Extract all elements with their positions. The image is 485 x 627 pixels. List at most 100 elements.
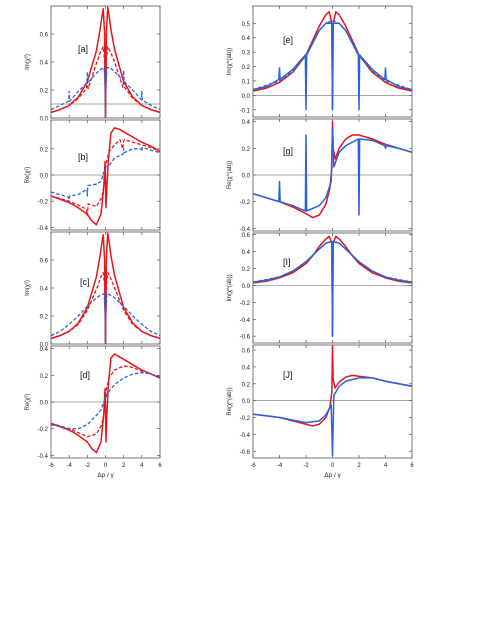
y-tick-label: 0.4 <box>40 61 49 67</box>
panel-label: [c] <box>80 277 90 287</box>
series-line-red-solid <box>253 345 412 427</box>
y-tick-label: 0.2 <box>242 382 251 388</box>
series-line-red-dash <box>51 365 160 438</box>
panel-j: -0.6 -0.4 -0.2 0.0 0.2 0.4 0.6 -6 -4 -2 0 2 4 6 Re(χ^(… <box>227 344 414 479</box>
series-line-red-solid <box>51 127 160 226</box>
y-tick-label: 0.1 <box>242 79 251 85</box>
y-tick-label: -0.4 <box>38 226 49 232</box>
panel-i: -0.6 -0.4 -0.2 0.0 0.2 0.4 0.6 Im(χ^(ab)) [I] <box>227 232 413 344</box>
y-tick-label: 0.6 <box>242 349 251 355</box>
y-tick-label: 0.4 <box>40 287 49 293</box>
panel-label: [g] <box>283 146 293 156</box>
x-tick-label: -6 <box>48 463 54 469</box>
y-tick-label: 0.2 <box>40 89 49 95</box>
y-tick-label: 0.6 <box>40 33 49 39</box>
y-tick-label: 0.2 <box>40 147 49 153</box>
y-tick-label: 0.0 <box>40 174 49 180</box>
y-tick-label: 0.0 <box>40 401 49 407</box>
panel-label: [a] <box>78 44 88 54</box>
panel-label: [J] <box>283 370 293 380</box>
x-tick-label: 4 <box>384 463 388 469</box>
y-tick-label: -0.2 <box>38 200 49 206</box>
y-tick-label: 0.0 <box>242 284 251 290</box>
x-tick-label: 2 <box>357 463 361 469</box>
series-line-red-dash <box>51 271 160 344</box>
panel-d: -0.4 -0.2 0.0 0.2 0.4 -6 -4 -2 0 2 4 6 Re(χ²) Δp / γ [… <box>25 345 162 479</box>
y-tick-label: -0.2 <box>240 200 251 206</box>
series-line-blue-solid <box>253 377 412 457</box>
x-axis-label: Δp / γ <box>97 472 114 479</box>
y-tick-label: 0.0 <box>40 117 49 123</box>
y-tick-label: 0.2 <box>40 374 49 380</box>
panel-label: [e] <box>283 35 293 45</box>
x-tick-label: 6 <box>410 463 414 469</box>
y-tick-label: 0.2 <box>40 315 49 321</box>
y-axis-label: Im(χ²) <box>25 280 31 296</box>
y-tick-label: -0.4 <box>38 454 49 460</box>
x-axis-label: Δp / γ <box>324 472 341 479</box>
panel-e: -0.1 0.0 0.1 0.2 0.3 0.4 0.5 Im(χ^(ab)) [e] <box>227 5 413 118</box>
y-tick-label: -0.1 <box>240 108 251 114</box>
y-tick-label: 0.4 <box>242 36 251 42</box>
y-tick-label: 0.2 <box>242 267 251 273</box>
y-tick-label: 0.4 <box>242 120 251 126</box>
y-tick-label: 0.2 <box>242 65 251 71</box>
y-tick-label: -0.2 <box>38 427 49 433</box>
x-tick-label: 4 <box>140 463 144 469</box>
panel-c: 0.0 0.2 0.4 0.6 Im(χ²) [c] <box>25 231 161 349</box>
series-line-red-solid <box>51 353 160 454</box>
panel-a: 0.0 0.2 0.4 0.6 Im(χ²) [a] <box>25 5 161 123</box>
y-axis-label: Re(χ^(ab)) <box>227 161 233 189</box>
panel-label: [b] <box>78 152 88 162</box>
y-tick-label: -0.4 <box>240 433 251 439</box>
y-axis-label: Re(χ^(ab)) <box>227 387 233 415</box>
y-tick-label: 0.5 <box>242 22 251 28</box>
y-tick-label: -0.6 <box>240 450 251 456</box>
series-line-blue-solid <box>253 127 412 216</box>
y-tick-label: 0.6 <box>40 259 49 265</box>
series-line-blue-dash <box>253 240 412 283</box>
y-tick-label: 0.0 <box>40 343 49 349</box>
y-tick-label: -0.4 <box>240 318 251 324</box>
y-axis-label: Im(χ^(ab)) <box>227 274 233 301</box>
panel-label: [I] <box>283 257 291 267</box>
series-line-blue-dash <box>253 19 412 91</box>
y-axis-label: Im(χ^(ab)) <box>227 48 233 75</box>
y-tick-label: 0.6 <box>242 233 251 239</box>
series-line-blue-dash <box>51 146 160 204</box>
y-axis-label: Re(χ²) <box>25 394 31 411</box>
x-tick-label: 0 <box>104 463 108 469</box>
series-line-blue-solid <box>253 240 412 337</box>
series-line-blue-dash <box>51 372 160 430</box>
x-tick-label: -2 <box>85 463 91 469</box>
y-tick-label: -0.4 <box>240 227 251 233</box>
y-tick-label: 0.4 <box>40 347 49 353</box>
x-tick-label: 0 <box>331 463 335 469</box>
panel-g: -0.4 -0.2 0.0 0.2 0.4 Re(χ^(ab)) [g] <box>227 118 413 233</box>
x-tick-label: -4 <box>277 463 283 469</box>
series-line-red-dash <box>51 45 160 118</box>
panel-b: -0.4 -0.2 0.0 0.2 Re(χ²) [b] <box>25 119 161 232</box>
y-tick-label: 0.3 <box>242 51 251 57</box>
x-tick-label: 6 <box>158 463 162 469</box>
y-tick-label: 0.2 <box>242 147 251 153</box>
y-tick-label: 0.0 <box>242 94 251 100</box>
x-tick-label: -4 <box>66 463 72 469</box>
series-line-red-solid <box>51 232 160 344</box>
series-line-red-solid <box>51 6 160 118</box>
series-line-blue-solid <box>253 22 412 111</box>
y-tick-label: -0.2 <box>240 301 251 307</box>
y-tick-label: 0.0 <box>242 399 251 405</box>
y-tick-label: 0.4 <box>242 250 251 256</box>
x-tick-label: -6 <box>250 463 256 469</box>
series-line-blue-dash <box>51 292 160 344</box>
y-tick-label: 0.4 <box>242 365 251 371</box>
x-tick-label: 2 <box>122 463 126 469</box>
y-axis-label: Re(χ²) <box>25 167 31 184</box>
x-tick-label: -2 <box>303 463 309 469</box>
series-line-red-dash <box>51 138 160 217</box>
y-tick-label: -0.2 <box>240 416 251 422</box>
panel-label: [d] <box>80 370 90 380</box>
y-axis-label: Im(χ²) <box>25 54 31 70</box>
